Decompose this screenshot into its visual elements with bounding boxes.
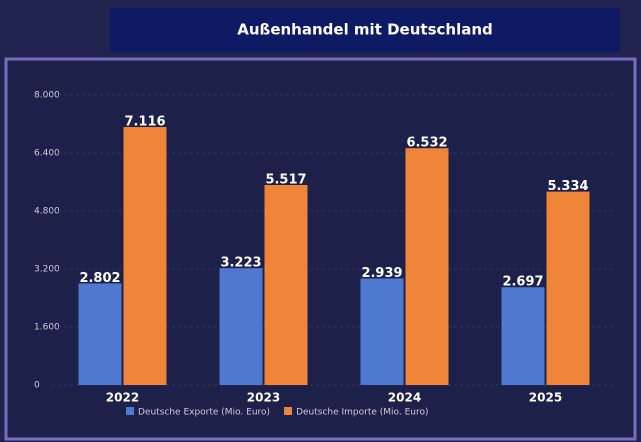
value-label: 2.802 — [79, 271, 120, 286]
x-tick-label: 2025 — [529, 391, 562, 405]
bar — [219, 268, 263, 385]
y-tick-label: 3.200 — [34, 265, 60, 275]
value-label: 7.116 — [124, 115, 165, 130]
bar — [78, 283, 122, 385]
value-label: 2.939 — [361, 266, 402, 281]
legend-label: Deutsche Exporte (Mio. Euro) — [138, 408, 270, 418]
x-tick-label: 2022 — [106, 391, 139, 405]
chart-title: Außenhandel mit Deutschland — [237, 21, 493, 39]
bar — [264, 185, 308, 385]
y-tick-label: 1.600 — [34, 323, 60, 333]
value-label: 2.697 — [502, 275, 543, 290]
y-tick-label: 0 — [34, 381, 40, 391]
legend-swatch — [126, 407, 134, 415]
bar — [360, 278, 404, 385]
value-label: 5.517 — [265, 173, 306, 188]
value-label: 3.223 — [220, 256, 261, 271]
title-box — [110, 8, 620, 52]
bar — [405, 148, 449, 385]
y-tick-label: 4.800 — [34, 207, 60, 217]
value-label: 5.334 — [547, 179, 588, 194]
x-tick-label: 2024 — [388, 391, 421, 405]
legend-swatch — [284, 407, 293, 415]
bar — [123, 127, 167, 386]
x-tick-label: 2023 — [247, 391, 280, 405]
bar — [501, 287, 545, 385]
bar — [546, 191, 590, 385]
y-tick-label: 6.400 — [34, 149, 60, 159]
legend-label: Deutsche Importe (Mio. Euro) — [296, 408, 428, 418]
y-tick-label: 8.000 — [34, 91, 60, 101]
value-label: 6.532 — [406, 136, 447, 151]
